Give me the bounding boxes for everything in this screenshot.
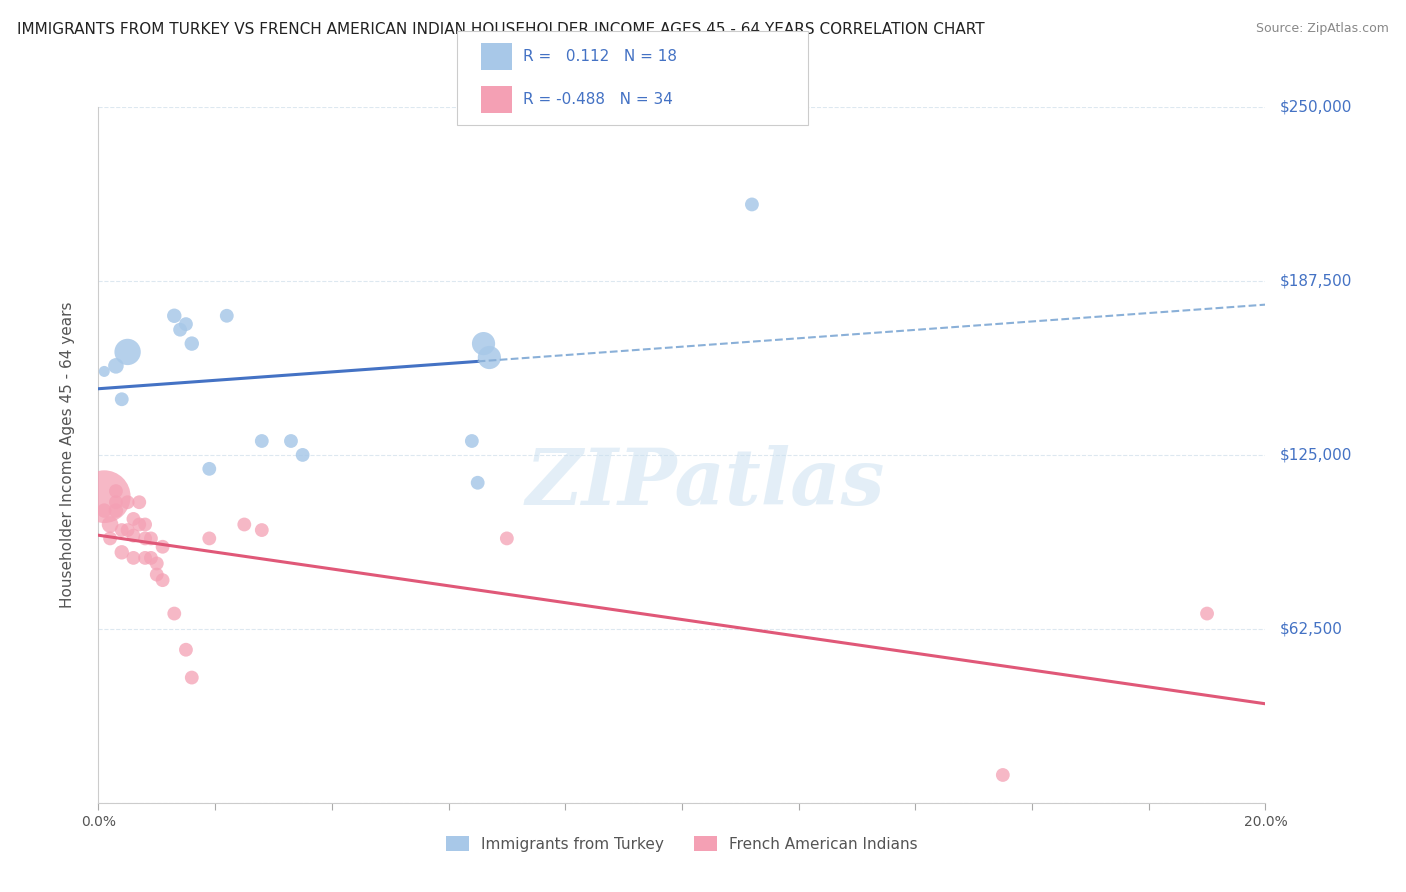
Point (117, 495, 139, 509)
Point (198, 532, 221, 546)
Point (467, 475, 489, 490)
Point (104, 503, 127, 517)
Point (496, 532, 519, 546)
Text: $250,000: $250,000 (1279, 100, 1351, 114)
Legend: Immigrants from Turkey, French American Indians: Immigrants from Turkey, French American … (440, 830, 924, 858)
Point (461, 434, 484, 448)
Point (280, 434, 302, 448)
Point (169, 323, 191, 337)
Point (122, 550, 145, 565)
Point (291, 448, 314, 462)
Point (215, 309, 238, 323)
Point (250, 434, 273, 448)
Point (111, 545, 134, 559)
Point (174, 642, 197, 657)
Point (98, 517, 121, 532)
Point (104, 359, 127, 373)
Point (134, 532, 156, 546)
Point (180, 336, 202, 351)
Point (152, 573, 174, 587)
Point (128, 495, 150, 509)
Point (198, 462, 221, 476)
Point (163, 309, 186, 323)
Point (139, 550, 162, 565)
Point (111, 392, 134, 407)
Point (98, 532, 121, 546)
Text: R =   0.112   N = 18: R = 0.112 N = 18 (523, 49, 678, 64)
Text: Source: ZipAtlas.com: Source: ZipAtlas.com (1256, 22, 1389, 36)
Text: $125,000: $125,000 (1279, 448, 1351, 462)
Text: $62,500: $62,500 (1279, 622, 1343, 636)
Point (122, 528, 145, 542)
Point (111, 523, 134, 537)
Point (93, 364, 115, 378)
Point (233, 517, 256, 532)
Point (134, 550, 156, 565)
Point (93, 503, 115, 517)
Point (146, 567, 169, 582)
Point (180, 671, 202, 685)
Text: IMMIGRANTS FROM TURKEY VS FRENCH AMERICAN INDIAN HOUSEHOLDER INCOME AGES 45 - 64: IMMIGRANTS FROM TURKEY VS FRENCH AMERICA… (17, 22, 984, 37)
Point (93, 490, 115, 504)
Point (163, 607, 186, 621)
Text: R = -0.488   N = 34: R = -0.488 N = 34 (523, 92, 673, 107)
Point (117, 523, 139, 537)
Point (472, 336, 495, 351)
Text: ZIPatlas: ZIPatlas (526, 444, 884, 521)
Point (741, 197, 763, 211)
Point (139, 532, 162, 546)
Point (104, 495, 127, 509)
Y-axis label: Householder Income Ages 45 - 64 years: Householder Income Ages 45 - 64 years (60, 301, 75, 608)
Point (134, 517, 156, 532)
Point (117, 345, 139, 359)
Point (250, 523, 273, 537)
Point (104, 484, 127, 499)
Point (1195, 607, 1218, 621)
Point (174, 317, 197, 331)
Text: $187,500: $187,500 (1279, 274, 1351, 288)
Point (152, 540, 174, 554)
Point (478, 351, 501, 365)
Point (991, 768, 1014, 782)
Point (146, 557, 169, 571)
Point (122, 512, 145, 526)
Point (128, 517, 150, 532)
